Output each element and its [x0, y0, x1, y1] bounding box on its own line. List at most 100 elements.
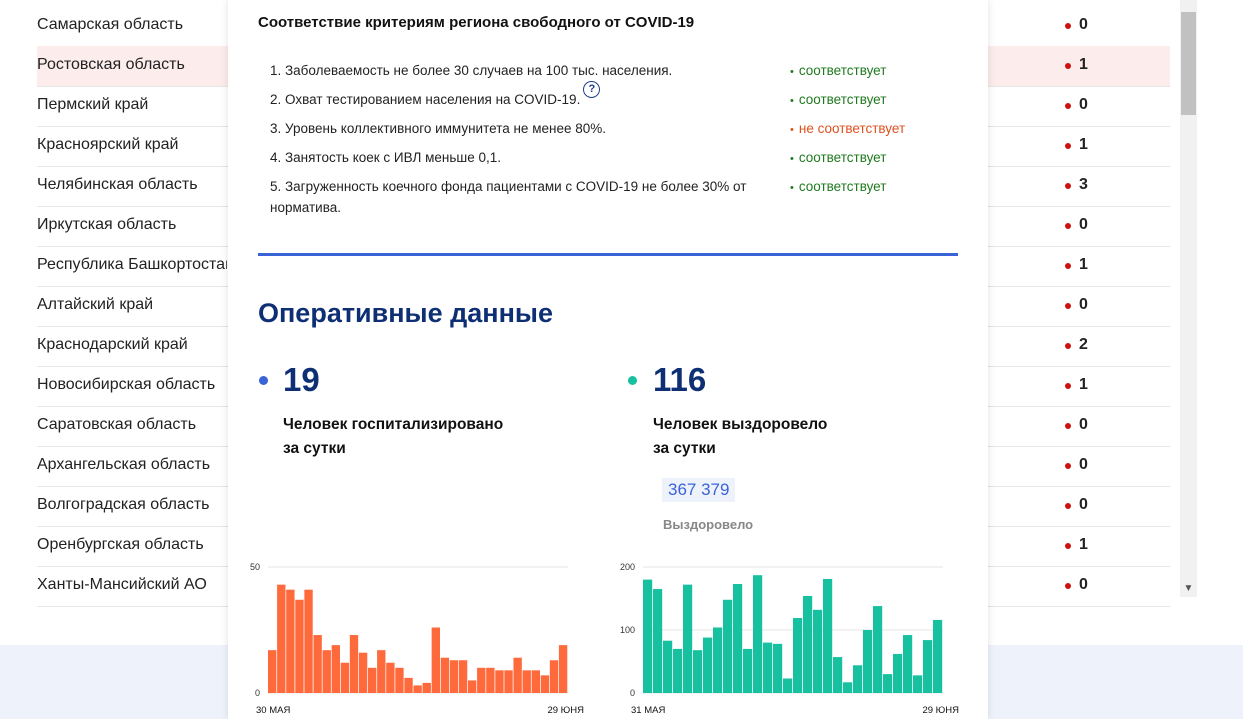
recovered-total: 367 379: [662, 478, 736, 502]
rec-bar: [913, 675, 923, 693]
region-name: Самарская область: [37, 16, 184, 33]
rec-ytick-label: 100: [620, 625, 635, 635]
hosp-bar: [331, 645, 340, 693]
hosp-bar: [295, 599, 304, 693]
scrollbar-thumb[interactable]: [1181, 12, 1196, 115]
status-dot-icon: [1065, 263, 1071, 269]
recovered-dot-icon: [628, 376, 637, 385]
criterion-3-status: • не соответствует: [790, 121, 906, 136]
rec-bar: [713, 627, 723, 693]
hosp-bar: [431, 627, 440, 693]
question-icon[interactable]: ?: [583, 81, 601, 98]
status-dot-icon: [1065, 463, 1071, 469]
status-dot-icon: [1065, 343, 1071, 349]
hosp-bar: [504, 670, 513, 693]
criterion-1-status: • соответствует: [790, 63, 887, 78]
section-divider: [258, 253, 958, 256]
recovered-chart: 0 100 200 31 МАЯ 29 ЮНЯ: [620, 562, 959, 716]
rec-bar: [753, 575, 763, 693]
hosp-xtick-start: 30 МАЯ: [256, 705, 290, 716]
hosp-ytick-label: 0: [255, 688, 260, 698]
hosp-bar: [477, 667, 486, 693]
hospitalized-label: Человек госпитализировано за сутки: [283, 416, 504, 457]
page-scrollbar[interactable]: ▼: [1180, 0, 1197, 597]
status-dot-icon: [1065, 103, 1071, 109]
region-value: 1: [1079, 376, 1088, 393]
hosp-bar: [468, 680, 477, 693]
rec-bar: [703, 637, 713, 693]
rec-bar: [853, 665, 863, 693]
operational-title: Оперативные данные: [258, 298, 553, 328]
hosp-xtick-end: 29 ЮНЯ: [547, 705, 584, 716]
criterion-5-status: • соответствует: [790, 179, 887, 194]
rec-xtick-start: 31 МАЯ: [631, 705, 665, 716]
region-value: 0: [1079, 16, 1088, 33]
region-value: 0: [1079, 456, 1088, 473]
status-dot-icon: [1065, 423, 1071, 429]
status-dot-icon: [1065, 223, 1071, 229]
hosp-bar: [395, 667, 404, 693]
hospitalized-dot-icon: [259, 376, 268, 385]
rec-bar: [883, 674, 893, 693]
region-name: Оренбургская область: [37, 536, 204, 553]
hosp-bar: [322, 650, 331, 693]
hosp-bar: [386, 662, 395, 693]
status-dot-icon: [1065, 23, 1071, 29]
rec-bar: [933, 619, 943, 693]
hosp-bar: [340, 662, 350, 693]
region-value: 0: [1079, 296, 1088, 313]
rec-bar: [793, 618, 803, 693]
hosp-bar: [558, 645, 568, 693]
rec-bar: [733, 584, 743, 693]
scroll-down-icon[interactable]: ▼: [1183, 583, 1194, 594]
rec-bar: [813, 609, 823, 693]
region-name: Саратовская область: [37, 416, 197, 433]
region-value: 2: [1079, 336, 1088, 353]
criterion-5: 5. Загруженность коечного фонда пациента…: [270, 179, 747, 215]
rec-bar: [663, 640, 673, 693]
rec-bar: [773, 643, 783, 693]
hosp-bar: [413, 685, 422, 693]
rec-bar: [833, 657, 843, 693]
region-name: Волгоградская область: [37, 496, 210, 513]
rec-bar: [783, 678, 793, 693]
status-dot-icon: [1065, 383, 1071, 389]
region-name: Алтайский край: [37, 296, 154, 313]
region-name: Иркутская область: [37, 216, 177, 233]
region-value: 0: [1079, 496, 1088, 513]
hosp-bar: [522, 670, 531, 693]
hosp-bar: [531, 670, 540, 693]
recovered-count: 116: [653, 361, 707, 398]
criterion-3: 3. Уровень коллективного иммунитета не м…: [270, 121, 606, 136]
hosp-bar: [349, 635, 359, 693]
hosp-bar: [440, 657, 450, 693]
hospitalized-count: 19: [283, 361, 320, 398]
rec-bar: [923, 640, 933, 693]
rec-bar: [743, 648, 753, 693]
recovered-total-label: Выздоровело: [663, 517, 754, 532]
rec-bar: [903, 635, 913, 693]
region-name: Краснодарский край: [37, 336, 188, 353]
region-value: 1: [1079, 536, 1088, 553]
rec-xtick-end: 29 ЮНЯ: [922, 705, 959, 716]
status-dot-icon: [1065, 503, 1071, 509]
criterion-4: 4. Занятость коек с ИВЛ меньше 0,1.: [270, 150, 501, 165]
status-dot-icon: [1065, 183, 1071, 189]
rec-bar: [673, 648, 683, 693]
region-value: 0: [1079, 96, 1088, 113]
hosp-bar: [549, 660, 559, 693]
hosp-bar: [304, 589, 313, 693]
region-value: 3: [1079, 176, 1088, 193]
hosp-bar: [540, 675, 550, 693]
hosp-bar: [449, 660, 459, 693]
hosp-bar: [377, 650, 386, 693]
hosp-bar: [513, 657, 522, 693]
region-value: 0: [1079, 216, 1088, 233]
status-dot-icon: [1065, 583, 1071, 589]
criterion-2-status: • соответствует: [790, 92, 887, 107]
rec-bar: [643, 579, 653, 693]
rec-bar: [693, 650, 703, 693]
rec-bar: [863, 630, 873, 693]
criteria-title: Соответствие критериям региона свободног…: [258, 14, 695, 31]
hosp-bar: [368, 667, 377, 693]
